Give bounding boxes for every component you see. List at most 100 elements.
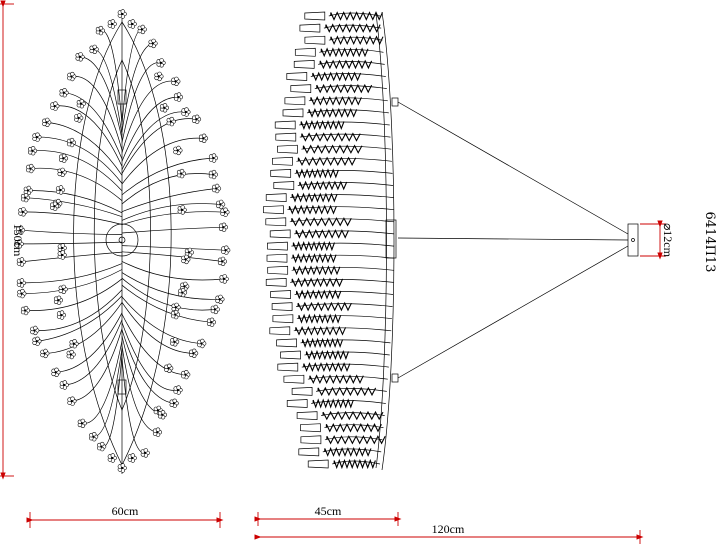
flower-center	[77, 116, 80, 119]
flower-center	[60, 314, 63, 317]
crystal-holder	[284, 96, 306, 106]
crystal-holder	[269, 229, 291, 239]
flower-center	[176, 389, 179, 392]
crystal-holder	[272, 156, 293, 166]
flower-center	[62, 383, 66, 387]
front-view-chandelier	[14, 9, 231, 474]
crystal-flower	[220, 207, 230, 217]
crystal-string	[302, 144, 363, 154]
flower-petal	[52, 201, 58, 206]
crystal-flower	[97, 441, 107, 452]
crystal-flower	[32, 132, 42, 142]
branch-stem	[32, 150, 123, 192]
branch-stem	[121, 313, 186, 375]
side-frame-curve-inner	[375, 13, 387, 469]
flower-petal	[21, 207, 26, 212]
branch-stem	[36, 136, 123, 184]
crystal-flower	[170, 337, 180, 347]
branch-stem	[121, 251, 223, 262]
branch-stem	[121, 261, 224, 281]
flower-petal	[56, 295, 62, 300]
arm-stem	[322, 448, 382, 453]
flower-center	[20, 260, 23, 263]
flower-petal	[130, 19, 136, 24]
flower-petal	[173, 337, 178, 342]
flower-center	[60, 253, 64, 257]
branch-stem	[34, 289, 123, 331]
crystal-flower	[219, 274, 229, 284]
flower-petal	[62, 88, 67, 93]
crystal-string	[322, 410, 384, 421]
flower-center	[222, 277, 225, 280]
flower-petal	[110, 19, 116, 24]
crystal-flower	[210, 304, 220, 315]
crystal-string	[288, 204, 337, 215]
crystal-string	[325, 23, 381, 33]
crystal-string	[330, 11, 383, 21]
crystal-flower	[117, 463, 127, 473]
branch-stem	[121, 272, 220, 300]
crystal-holder	[304, 35, 326, 45]
crystal-flower	[16, 225, 26, 235]
crystal-flower	[14, 239, 24, 249]
flower-center	[192, 352, 195, 355]
flower-petal	[184, 107, 189, 112]
crystal-flower	[77, 418, 87, 428]
crystal-flower	[218, 222, 229, 232]
flower-petal	[26, 185, 31, 191]
flower-petal	[70, 396, 75, 401]
crystal-flower	[50, 101, 60, 111]
flower-petal	[58, 185, 64, 190]
branch-stem	[55, 312, 123, 373]
flower-center	[184, 258, 187, 261]
flower-petal	[194, 114, 200, 120]
crystal-string	[297, 156, 357, 167]
flower-petal	[19, 278, 25, 283]
flower-petal	[180, 205, 185, 210]
crystal-flower	[154, 71, 164, 82]
flower-petal	[211, 153, 217, 158]
crystal-holder	[266, 253, 288, 263]
central-hub	[105, 223, 139, 257]
branch-stem	[121, 226, 224, 234]
side-attach-top	[391, 97, 399, 107]
flower-petal	[23, 193, 29, 198]
crystal-holder	[299, 23, 321, 33]
flower-center	[184, 373, 187, 376]
flower-petal	[192, 348, 197, 353]
crystal-holder	[271, 302, 293, 311]
crystal-flower	[55, 185, 65, 195]
crystal-flower	[159, 103, 170, 113]
flower-center	[33, 329, 36, 332]
crystal-string	[316, 83, 373, 94]
flower-center	[60, 171, 63, 174]
flower-center	[159, 61, 162, 64]
branch-stem	[121, 245, 226, 251]
crystal-flower	[171, 76, 181, 87]
flower-center	[221, 260, 224, 263]
flower-petal	[60, 243, 65, 248]
branch-stem	[121, 62, 161, 143]
branch-stem	[121, 296, 202, 344]
flower-petal	[211, 169, 217, 175]
cable-top	[397, 101, 629, 235]
branch-stem	[27, 190, 123, 214]
crystal-flower	[148, 38, 158, 49]
flower-center	[174, 313, 177, 316]
crystal-string	[326, 435, 386, 445]
flower-center	[20, 281, 23, 284]
flower-petal	[187, 247, 193, 253]
arm-stem	[316, 388, 387, 392]
branch-stem	[79, 56, 123, 140]
flower-center	[180, 172, 183, 175]
branch-stem	[121, 96, 179, 162]
crystal-string	[319, 59, 373, 70]
crystal-string	[295, 229, 349, 239]
flower-center	[222, 226, 225, 229]
flower-petal	[92, 44, 97, 50]
flower-petal	[184, 370, 189, 375]
flower-petal	[218, 294, 223, 300]
crystal-flower	[212, 183, 222, 194]
crystal-flower	[59, 88, 69, 98]
flower-center	[183, 285, 186, 288]
